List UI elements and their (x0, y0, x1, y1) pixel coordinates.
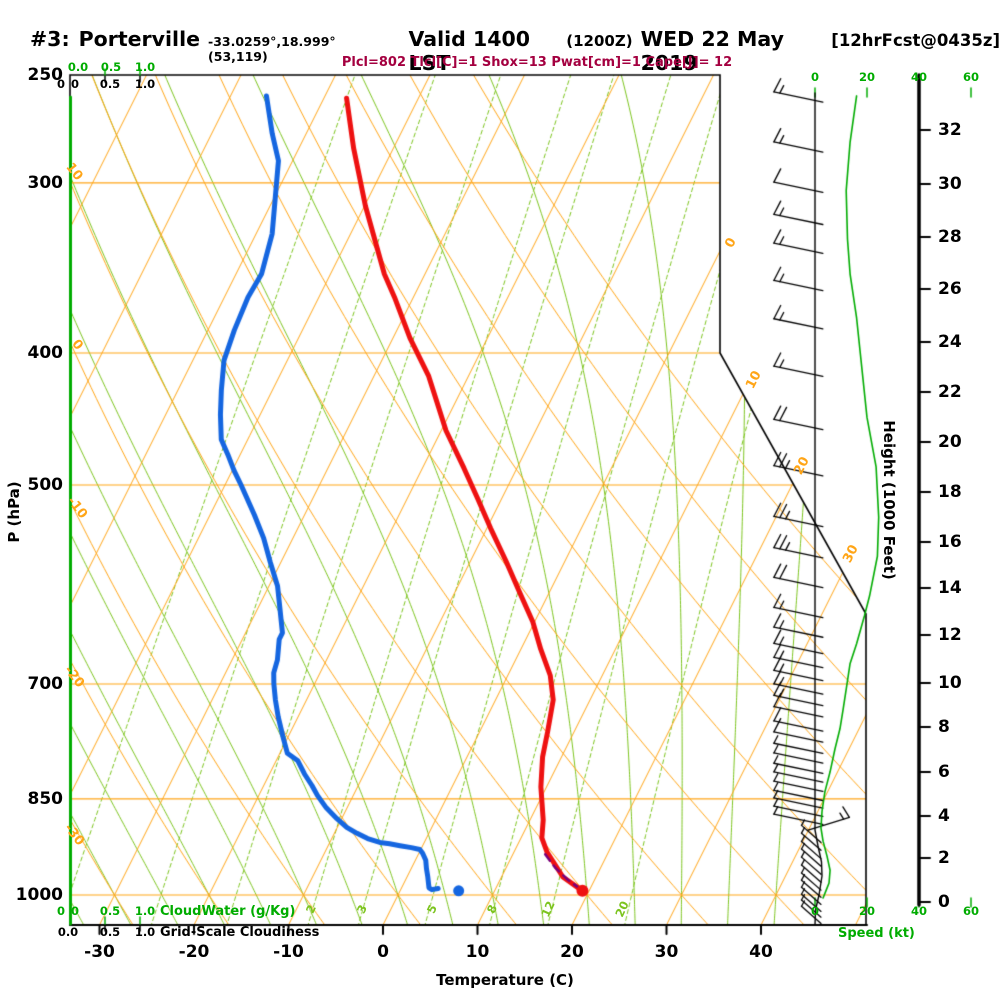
cloudiness-scale-title: Grid-Scale Cloudiness (160, 925, 320, 940)
height-axis-title: Height (1000 Feet) (880, 420, 898, 580)
temperature-axis-title: Temperature (C) (436, 971, 574, 989)
cloudiness-scale-bottom: 1.0 (134, 925, 156, 939)
cloudiness-scale-top: 1.0 (134, 77, 156, 91)
valid-date: WED 22 May 2019 (640, 27, 784, 75)
temperature-tick-label: 20 (560, 942, 584, 962)
forecast-tag: [12hrFcst@0435z] (831, 31, 1000, 50)
speed-tick-label-top: 0 (810, 70, 820, 84)
pressure-tick-label: 1000 (15, 884, 63, 905)
cloudwater-scale-bottom: 0 (56, 904, 66, 918)
pressure-tick-label: 850 (27, 788, 64, 809)
height-tick-label: 30 (938, 174, 962, 194)
height-tick-label: 10 (938, 673, 962, 693)
temperature-tick-label: -10 (273, 942, 304, 962)
temperature-tick-label: 10 (465, 942, 490, 962)
cloudwater-scale-top: 0.0 (67, 60, 89, 74)
pressure-axis-title: P (hPa) (5, 481, 23, 543)
cloudiness-scale-top: 0 (70, 77, 80, 91)
speed-tick-label-bottom: 60 (962, 904, 980, 918)
height-tick-label: 4 (938, 806, 950, 826)
cloudwater-scale-top: 0.5 (100, 60, 122, 74)
height-tick-label: 0 (938, 892, 950, 912)
speed-axis-title: Speed (kt) (838, 926, 915, 941)
height-tick-label: 14 (938, 578, 962, 598)
title-row: #3: Porterville -33.0259°,18.999° (53,11… (30, 27, 1000, 75)
speed-tick-label-top: 20 (858, 70, 876, 84)
height-tick-label: 32 (938, 120, 962, 140)
cloudiness-scale-bottom: 0.0 (57, 925, 79, 939)
cloudwater-scale-top: 1.0 (134, 60, 156, 74)
cloudwater-scale-bottom: 0 (70, 904, 80, 918)
station-coords: -33.0259°,18.999° (53,119) (208, 34, 336, 64)
temperature-tick-label: 40 (749, 942, 773, 962)
temperature-tick-label: -20 (178, 942, 210, 962)
cloudwater-scale-bottom: 1.0 (134, 904, 156, 918)
temperature-tick-label: 0 (377, 942, 389, 962)
speed-tick-label-top: 40 (910, 70, 928, 84)
temperature-tick-label: -30 (84, 942, 115, 962)
valid-zulu: (1200Z) (566, 32, 633, 50)
height-tick-label: 2 (938, 848, 950, 868)
cloudiness-scale-top: 0 (56, 77, 66, 91)
station-prefix: #3: (30, 27, 70, 51)
height-tick-label: 6 (938, 762, 950, 782)
pressure-tick-label: 250 (27, 65, 64, 85)
stability-indices-line: Plcl=802 Tlcl[C]=1 Shox=13 Pwat[cm]=1 Ca… (341, 55, 733, 70)
cloudwater-scale-title: CloudWater (g/Kg) (160, 904, 296, 919)
height-tick-label: 24 (938, 332, 962, 352)
speed-tick-label-bottom: 20 (858, 904, 876, 918)
station-name: Porterville (78, 27, 201, 51)
height-tick-label: 8 (938, 717, 950, 737)
speed-tick-label-top: 60 (962, 70, 980, 84)
temperature-tick-label: 30 (654, 942, 679, 962)
height-tick-label: 26 (938, 279, 962, 299)
height-tick-label: 12 (938, 625, 962, 645)
height-tick-label: 28 (938, 227, 962, 247)
speed-tick-label-bottom: 40 (910, 904, 928, 918)
height-tick-label: 22 (938, 382, 962, 402)
pressure-tick-label: 700 (27, 674, 64, 695)
height-tick-label: 16 (938, 532, 962, 552)
pressure-tick-label: 300 (27, 172, 64, 193)
valid-time: Valid 1400 LST (408, 27, 531, 75)
speed-tick-label-bottom: 0 (810, 904, 820, 918)
cloudiness-scale-top: 0.5 (99, 77, 121, 91)
height-tick-label: 18 (938, 482, 962, 502)
cloudiness-scale-bottom: 0.5 (99, 925, 121, 939)
cloudwater-scale-bottom: 0.5 (99, 904, 121, 918)
pressure-tick-label: 500 (27, 474, 64, 495)
height-tick-label: 20 (938, 432, 962, 452)
pressure-tick-label: 400 (27, 343, 64, 363)
